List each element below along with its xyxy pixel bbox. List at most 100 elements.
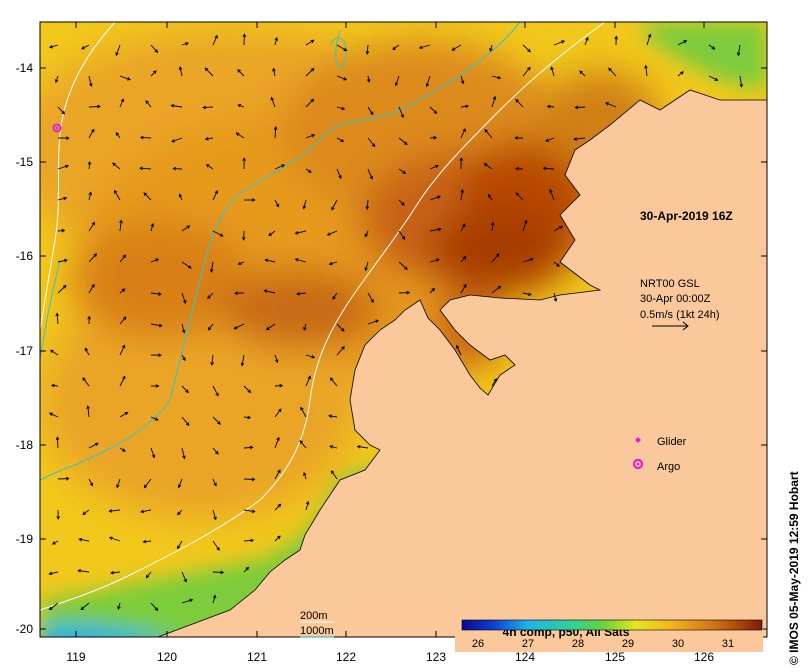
current-vector-head <box>307 375 311 380</box>
current-vector-head <box>296 292 300 296</box>
current-vector-head <box>247 389 252 394</box>
current-vector <box>140 509 152 513</box>
current-vector-head <box>369 175 373 180</box>
current-vector <box>243 509 255 513</box>
current-vector-head <box>328 414 333 418</box>
current-vector-head <box>281 164 286 168</box>
current-vector <box>181 261 192 269</box>
current-vector <box>488 194 493 201</box>
isobath-1000m-north <box>329 29 347 69</box>
current-vector-head <box>489 47 493 52</box>
current-vector <box>491 285 501 294</box>
current-vector <box>299 440 307 449</box>
current-vector <box>212 509 217 520</box>
current-vector <box>460 284 467 294</box>
current-vector <box>336 106 345 110</box>
current-vector-head <box>340 328 345 332</box>
current-scale-arrow <box>652 321 689 331</box>
current-vector-head <box>55 436 60 441</box>
current-vector <box>460 105 469 108</box>
current-vector <box>119 75 131 81</box>
current-vector <box>367 75 370 82</box>
current-vector-head <box>542 166 547 171</box>
argo-legend-item: Argo <box>632 458 680 473</box>
current-vector-head <box>249 445 254 450</box>
current-vector-head <box>343 47 348 52</box>
current-vector-head <box>119 219 123 224</box>
current-vector <box>515 192 524 201</box>
current-vector-head <box>97 104 101 109</box>
current-vector <box>460 75 464 84</box>
current-vector <box>329 261 338 265</box>
current-vector <box>181 416 190 426</box>
current-vector <box>336 346 345 356</box>
current-vector <box>181 447 185 459</box>
lon-label: 123 <box>426 650 446 664</box>
current-vector-head <box>91 128 95 133</box>
current-vector <box>547 105 555 108</box>
current-vector <box>80 602 90 610</box>
current-vector-head <box>240 362 245 367</box>
current-vector-head <box>139 166 143 171</box>
current-vector <box>549 189 555 201</box>
current-vector-head <box>51 541 56 545</box>
current-vector <box>296 292 307 295</box>
map-plot-area <box>40 22 767 637</box>
current-vector-head <box>158 353 162 357</box>
current-vector <box>204 67 214 77</box>
current-vector-head <box>329 445 334 449</box>
current-vector-head <box>251 509 256 514</box>
current-vector-head <box>514 166 519 171</box>
current-vector-head <box>65 476 70 481</box>
current-vector-head <box>425 83 430 88</box>
current-vector <box>522 67 531 77</box>
current-vector-head <box>605 102 609 106</box>
current-vector-head <box>213 516 217 521</box>
current-vector-head <box>171 139 175 143</box>
current-vector <box>206 164 214 170</box>
current-vector-head <box>124 411 129 416</box>
current-vector <box>677 40 687 46</box>
current-vector-head <box>235 132 240 137</box>
current-vector <box>150 258 159 263</box>
current-vector <box>274 354 278 363</box>
lon-label: 121 <box>247 650 267 664</box>
currents-date: 30-Apr 00:00Z <box>640 293 711 305</box>
current-vector <box>115 44 121 56</box>
current-vector <box>522 292 532 296</box>
current-vector-head <box>215 392 219 397</box>
current-vector-head <box>264 258 269 263</box>
current-vector <box>212 35 218 46</box>
current-vector <box>429 288 435 294</box>
current-vector-head <box>462 255 467 260</box>
current-vector-head <box>214 34 218 39</box>
current-vector <box>237 69 245 77</box>
current-vector <box>553 225 563 232</box>
current-vector <box>392 44 400 50</box>
colorbar-tick: 31 <box>722 638 734 650</box>
current-vector <box>119 345 126 356</box>
current-vector-head <box>556 263 560 267</box>
current-vector <box>139 167 152 170</box>
current-vector-head <box>114 189 118 194</box>
current-vector-head <box>212 594 217 599</box>
current-vector-head <box>94 442 99 447</box>
current-vector-head <box>437 195 442 200</box>
current-vector <box>357 445 369 449</box>
current-vector-head <box>277 535 281 540</box>
current-vector-head <box>307 169 312 173</box>
current-vector <box>110 571 121 574</box>
current-vector <box>52 540 59 545</box>
current-vector-head <box>328 261 333 266</box>
current-vector <box>274 37 278 46</box>
current-vector-head <box>213 482 217 487</box>
current-vector <box>88 253 97 263</box>
current-vector-head <box>210 361 214 366</box>
current-vector <box>646 34 651 46</box>
current-vector <box>116 478 121 488</box>
colorbar-gradient <box>461 619 763 631</box>
currents-scale-label: 0.5m/s (1kt 24h) <box>640 309 719 321</box>
current-vector <box>55 75 59 83</box>
current-vector <box>329 445 338 449</box>
current-vector <box>553 40 565 46</box>
